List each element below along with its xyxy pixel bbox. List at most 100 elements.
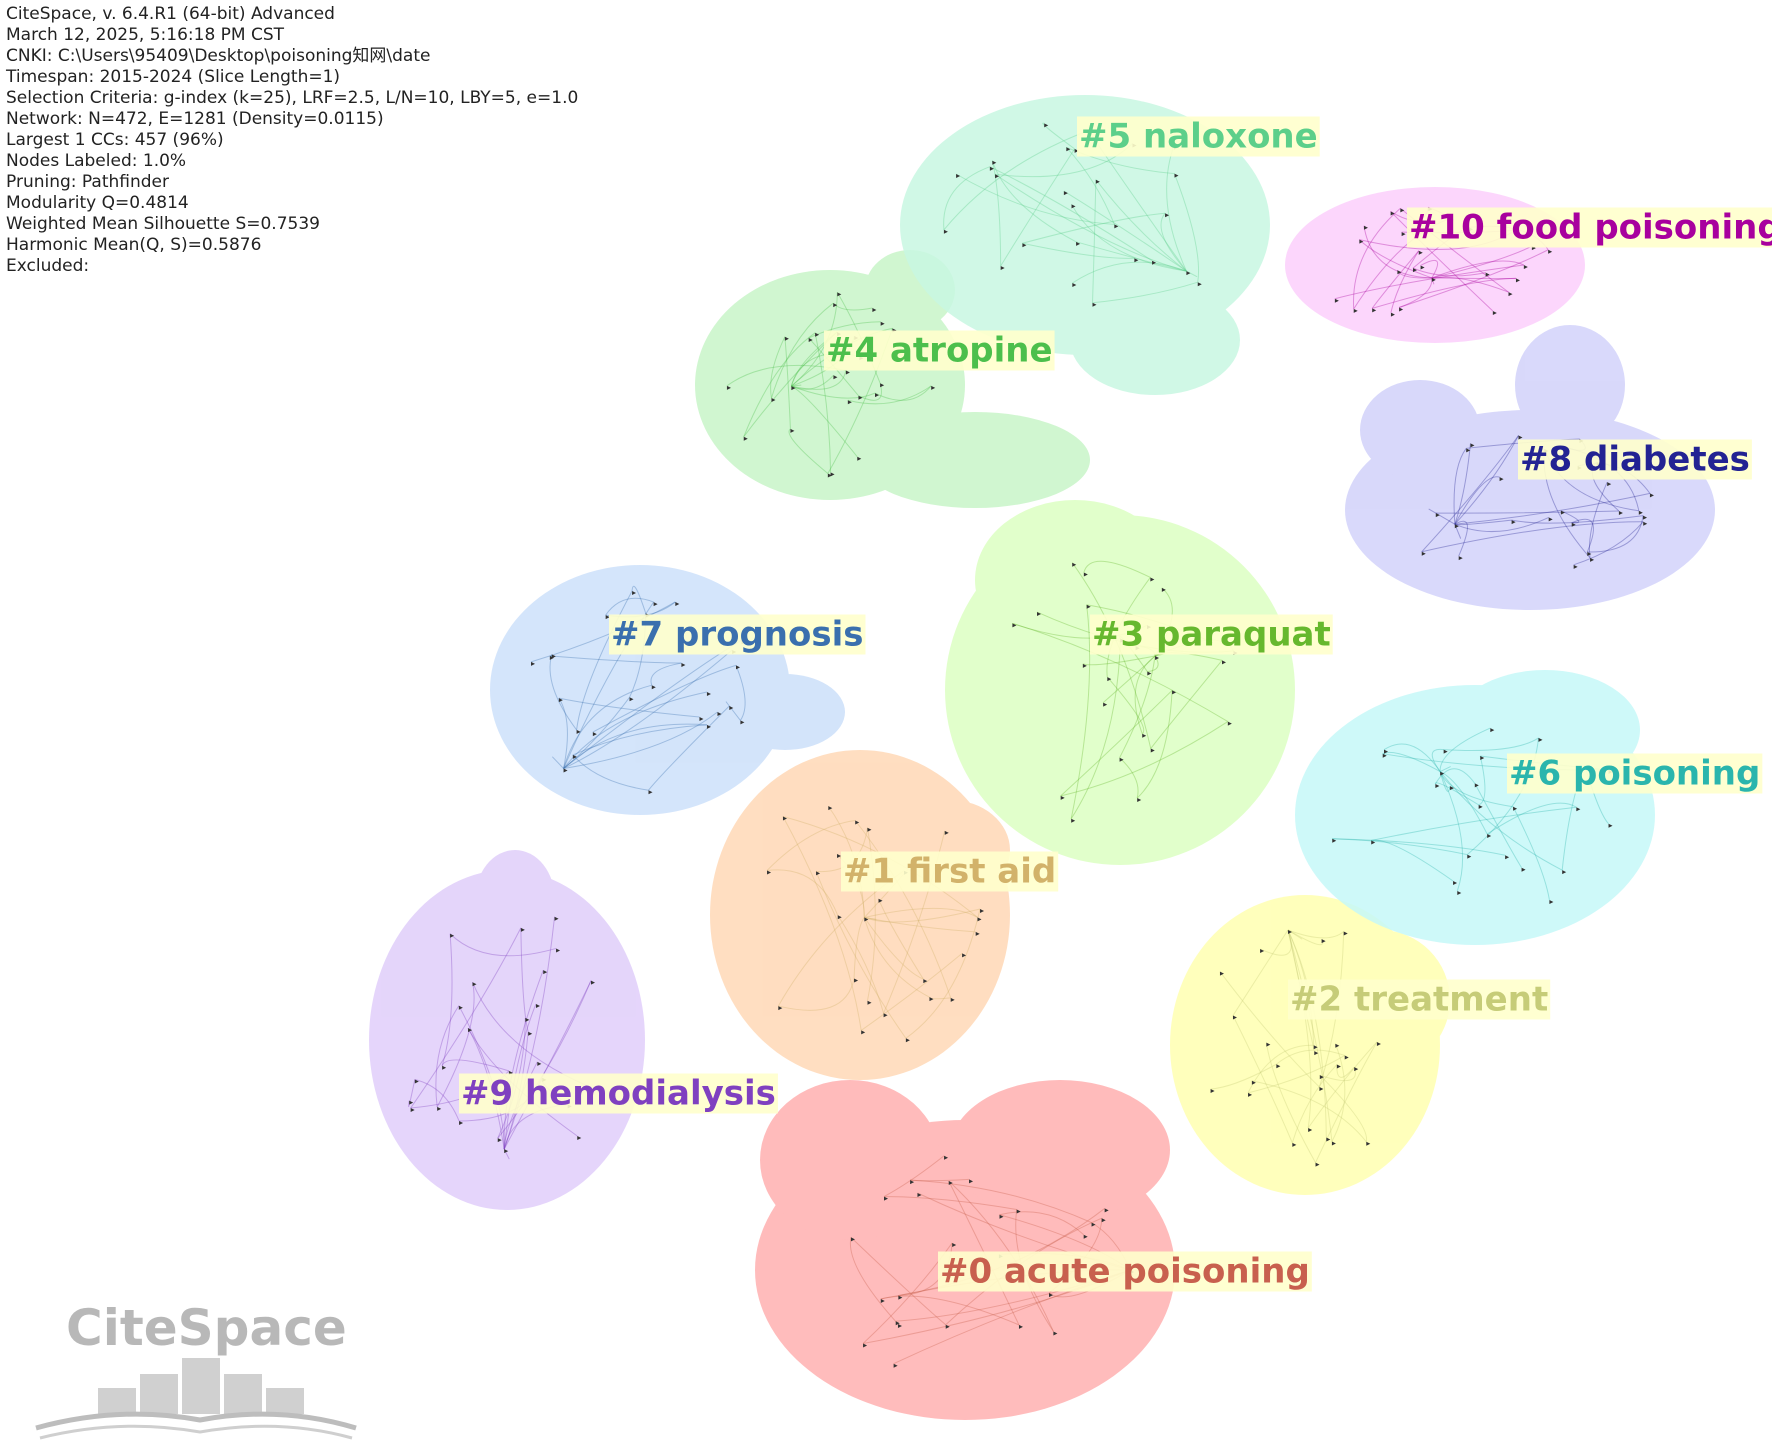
node bbox=[535, 1003, 540, 1008]
cluster-label-text: #3 paraquat bbox=[1092, 615, 1331, 655]
node bbox=[1335, 1043, 1340, 1048]
logo-bar bbox=[140, 1374, 178, 1414]
node bbox=[1643, 515, 1648, 520]
node bbox=[632, 591, 637, 596]
edge bbox=[1291, 1064, 1338, 1144]
node bbox=[1548, 249, 1553, 254]
node bbox=[442, 1065, 447, 1070]
node bbox=[1107, 677, 1112, 682]
edge bbox=[1588, 481, 1608, 558]
node bbox=[1382, 753, 1387, 758]
node bbox=[1248, 1092, 1253, 1097]
edge bbox=[850, 1237, 947, 1326]
node bbox=[1470, 443, 1475, 448]
edge bbox=[563, 696, 630, 769]
node bbox=[1155, 655, 1160, 660]
node bbox=[1453, 880, 1458, 885]
edge bbox=[847, 385, 932, 405]
edge bbox=[563, 711, 718, 770]
node bbox=[1049, 1293, 1054, 1298]
node bbox=[1076, 241, 1081, 246]
edge bbox=[1119, 655, 1156, 758]
node bbox=[1343, 931, 1348, 936]
node bbox=[995, 174, 1000, 179]
node bbox=[1232, 1015, 1237, 1020]
node bbox=[1101, 1218, 1106, 1223]
edge bbox=[989, 166, 1153, 262]
edge bbox=[1412, 267, 1486, 277]
node bbox=[653, 602, 658, 607]
node bbox=[1071, 818, 1076, 823]
node bbox=[1000, 266, 1005, 271]
edge bbox=[1439, 771, 1464, 892]
edge bbox=[1106, 676, 1145, 735]
cluster-blob bbox=[369, 870, 645, 1210]
edge bbox=[943, 130, 1089, 231]
label-background bbox=[1090, 614, 1333, 655]
node bbox=[1104, 1208, 1109, 1213]
edge bbox=[814, 332, 832, 473]
edge bbox=[910, 1178, 970, 1182]
edge bbox=[943, 166, 991, 230]
node bbox=[699, 717, 704, 722]
cluster-label: #3 paraquat bbox=[1090, 614, 1333, 655]
edge bbox=[1136, 690, 1173, 799]
edge bbox=[1428, 508, 1456, 525]
edge bbox=[1443, 737, 1539, 752]
node bbox=[943, 229, 948, 234]
info-line: CNKI: C:\Users\95409\Desktop\poisoning知网… bbox=[6, 46, 430, 66]
edge bbox=[791, 385, 876, 399]
node bbox=[1292, 1142, 1297, 1147]
node bbox=[1313, 1045, 1318, 1050]
logo-bar bbox=[224, 1374, 262, 1414]
node bbox=[1458, 556, 1463, 561]
node bbox=[1443, 749, 1448, 754]
edge bbox=[1071, 204, 1187, 272]
edge bbox=[1512, 806, 1550, 901]
edge bbox=[864, 916, 877, 920]
node bbox=[437, 1106, 442, 1111]
edge bbox=[441, 933, 453, 1066]
node bbox=[815, 332, 820, 337]
node bbox=[833, 375, 838, 380]
edge bbox=[563, 723, 707, 769]
edge bbox=[1431, 277, 1516, 280]
info-line: Excluded: bbox=[6, 256, 89, 276]
edge bbox=[1265, 1042, 1316, 1163]
logo-book bbox=[35, 1411, 357, 1431]
cluster-label-text: #7 prognosis bbox=[611, 615, 863, 655]
node bbox=[808, 338, 813, 343]
edge bbox=[743, 332, 816, 437]
edge bbox=[1287, 929, 1345, 939]
logo: CiteSpace bbox=[35, 1299, 357, 1440]
node bbox=[1227, 721, 1232, 726]
label-background bbox=[1518, 439, 1752, 480]
node bbox=[778, 1006, 783, 1011]
edge bbox=[1276, 1049, 1345, 1065]
node bbox=[1186, 271, 1191, 276]
edge bbox=[791, 384, 802, 387]
node bbox=[1590, 557, 1595, 562]
node bbox=[729, 706, 734, 711]
node bbox=[556, 948, 561, 953]
node bbox=[558, 698, 563, 703]
edge bbox=[815, 871, 907, 1039]
edge bbox=[1082, 655, 1156, 666]
cluster-label: #6 poisoning bbox=[1507, 753, 1763, 794]
cluster-label-text: #0 acute poisoning bbox=[940, 1252, 1310, 1292]
edge bbox=[408, 1079, 416, 1107]
logo-bar bbox=[266, 1388, 304, 1414]
node bbox=[1538, 737, 1543, 742]
cluster-label: #0 acute poisoning bbox=[938, 1251, 1312, 1292]
node bbox=[837, 854, 842, 859]
edge bbox=[910, 1179, 1092, 1224]
edge bbox=[631, 585, 647, 614]
label-background bbox=[938, 1251, 1312, 1292]
node bbox=[1390, 312, 1395, 317]
edge bbox=[1000, 148, 1076, 267]
edge bbox=[503, 980, 592, 1150]
node bbox=[1082, 663, 1087, 668]
node bbox=[1390, 211, 1395, 216]
node bbox=[458, 1005, 463, 1010]
cluster-label-text: #4 atropine bbox=[826, 331, 1053, 371]
